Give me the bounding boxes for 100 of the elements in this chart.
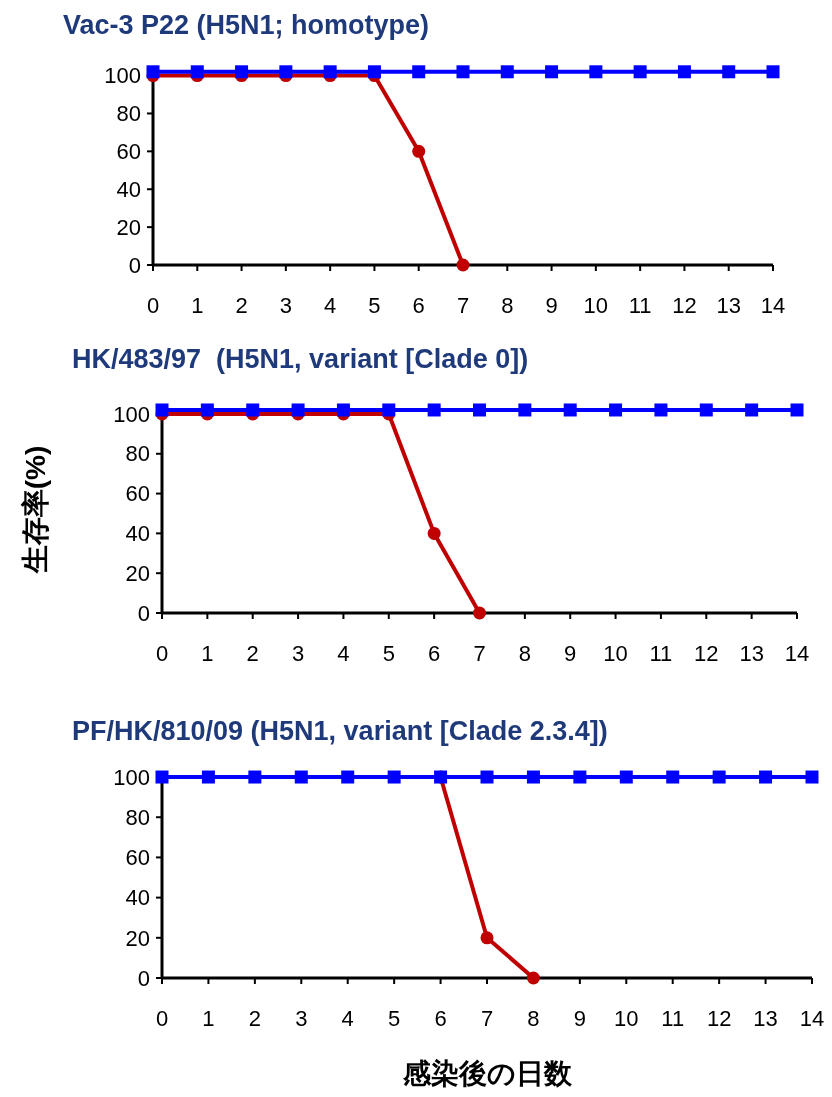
point — [387, 770, 401, 784]
point — [712, 770, 726, 784]
x-tick-label: 9 — [573, 1006, 586, 1031]
x-tick-label: 7 — [456, 293, 470, 318]
x-tick-label: 12 — [706, 1006, 732, 1031]
x-tick-label: 14 — [799, 1006, 825, 1031]
point — [456, 258, 470, 272]
point — [759, 770, 773, 784]
point — [427, 403, 441, 417]
y-tick-label: 0 — [137, 965, 150, 991]
point — [589, 65, 603, 79]
point — [766, 65, 780, 79]
point — [279, 65, 293, 79]
x-tick-label: 3 — [295, 1006, 308, 1031]
point — [633, 65, 647, 79]
x-tick-label: 0 — [155, 1006, 169, 1031]
point — [805, 770, 819, 784]
chart-title: PF/HK/810/09 (H5N1, variant [Clade 2.3.4]) — [72, 716, 608, 746]
x-axis-title: 感染後の日数 — [401, 1058, 573, 1089]
x-tick-label: 11 — [628, 293, 652, 318]
y-tick-label: 20 — [125, 560, 150, 586]
chart-title: HK/483/97 (H5N1, variant [Clade 0]) — [72, 344, 529, 374]
x-tick-label: 8 — [527, 1006, 540, 1031]
point — [500, 65, 514, 79]
x-tick-label: 9 — [545, 293, 558, 318]
y-tick-label: 80 — [125, 441, 150, 467]
x-tick-label: 7 — [480, 1006, 494, 1031]
y-axis-title: 生存率(%) — [20, 445, 51, 575]
point — [480, 770, 494, 784]
point — [518, 403, 532, 417]
x-tick-label: 11 — [649, 641, 673, 666]
y-tick-label: 20 — [125, 925, 150, 951]
point — [235, 65, 249, 79]
y-tick-label: 100 — [113, 401, 150, 427]
x-tick-label: 10 — [583, 293, 609, 318]
point — [745, 403, 759, 417]
x-tick-label: 2 — [235, 293, 248, 318]
x-tick-label: 6 — [412, 293, 425, 318]
y-tick-label: 60 — [116, 139, 141, 165]
x-tick-label: 12 — [672, 293, 697, 318]
point — [545, 65, 559, 79]
y-tick-label: 0 — [128, 252, 141, 278]
point — [155, 403, 169, 417]
x-tick-label: 13 — [739, 641, 764, 666]
point — [427, 526, 441, 540]
point — [323, 65, 337, 79]
point — [200, 403, 214, 417]
y-tick-label: 40 — [125, 885, 150, 911]
point — [609, 403, 623, 417]
x-tick-label: 0 — [155, 641, 169, 666]
point — [456, 65, 470, 79]
point — [412, 65, 426, 79]
x-tick-label: 8 — [501, 293, 514, 318]
y-tick-label: 20 — [116, 214, 141, 240]
point — [155, 770, 169, 784]
x-tick-label: 3 — [291, 641, 305, 666]
point — [563, 403, 577, 417]
x-tick-label: 11 — [661, 1006, 685, 1031]
y-tick-label: 80 — [116, 101, 141, 127]
x-tick-label: 4 — [324, 293, 337, 318]
x-tick-label: 5 — [388, 1006, 401, 1031]
point — [480, 931, 494, 945]
y-tick-label: 40 — [116, 176, 141, 202]
point — [190, 65, 204, 79]
x-tick-label: 13 — [716, 293, 741, 318]
point — [526, 770, 540, 784]
point — [291, 403, 305, 417]
x-tick-label: 14 — [760, 293, 786, 318]
y-tick-label: 60 — [125, 845, 150, 871]
point — [526, 971, 540, 985]
y-tick-label: 40 — [125, 521, 150, 547]
x-tick-label: 2 — [246, 641, 259, 666]
x-tick-label: 5 — [368, 293, 381, 318]
x-tick-label: 4 — [337, 641, 350, 666]
x-tick-label: 3 — [279, 293, 292, 318]
point — [294, 770, 308, 784]
x-tick-label: 14 — [784, 641, 810, 666]
y-tick-label: 80 — [125, 804, 150, 830]
y-tick-label: 60 — [125, 481, 150, 507]
point — [246, 403, 260, 417]
x-tick-label: 6 — [428, 641, 441, 666]
x-tick-label: 1 — [191, 293, 204, 318]
y-tick-label: 100 — [104, 63, 141, 89]
point — [573, 770, 587, 784]
point — [201, 770, 215, 784]
point — [367, 65, 381, 79]
point — [666, 770, 680, 784]
point — [790, 403, 804, 417]
y-tick-label: 0 — [137, 600, 150, 626]
x-tick-label: 7 — [473, 641, 486, 666]
point — [473, 403, 486, 417]
point — [146, 65, 160, 79]
point — [677, 65, 691, 79]
x-tick-label: 12 — [694, 641, 719, 666]
x-tick-label: 2 — [248, 1006, 261, 1031]
point — [412, 144, 426, 158]
point — [654, 403, 668, 417]
point — [336, 403, 350, 417]
point — [699, 403, 713, 417]
x-tick-label: 13 — [753, 1006, 778, 1031]
